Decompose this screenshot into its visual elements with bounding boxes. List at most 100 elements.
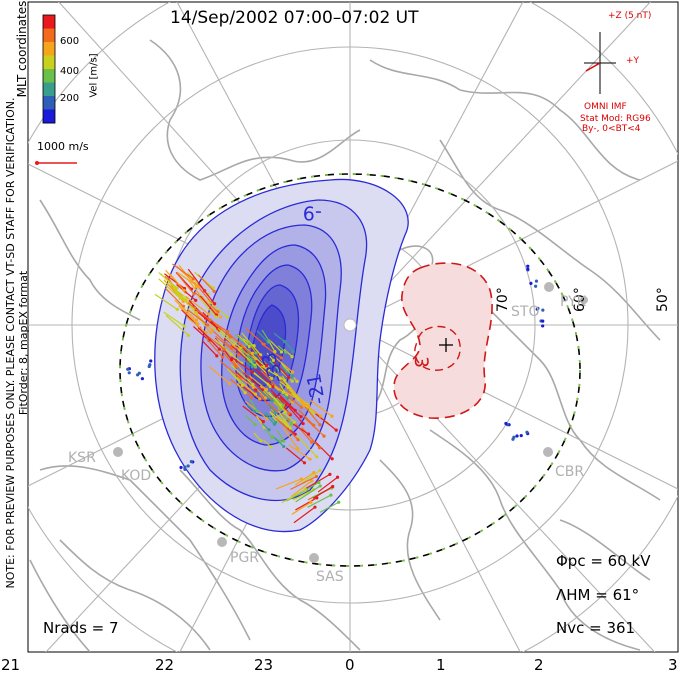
vector-origin [252,359,256,363]
vector-origin [267,339,271,343]
velocity-vector [213,322,231,338]
vector-origin [234,365,238,369]
vector-origin [296,438,300,442]
station-label-sas: SAS [316,569,344,585]
imf-condition: By-, 0<BT<4 [582,124,641,134]
vector-origin [271,385,275,389]
velocity-vector [230,356,253,373]
imf-model: Stat Mod: RG96 [580,114,651,124]
velocity-vector [208,366,231,385]
velocity-vector [209,323,234,346]
velocity-vector [185,295,210,315]
vector-origin [526,264,530,268]
velocity-vector [304,417,325,437]
velocity-vector [291,480,313,497]
vector-origin [178,296,182,300]
vector-origin [253,365,258,369]
velocity-vector [310,399,333,417]
vector-origin [247,344,251,349]
vector-origin [330,414,334,418]
vector-origin [541,319,545,323]
velocity-vector [281,366,293,377]
vector-origin [303,487,307,492]
vector-origin [278,376,282,380]
vector-origin [301,422,305,426]
velocity-vector [199,328,220,350]
vector-origin [284,350,288,354]
velocity-vector [315,413,337,431]
vector-origin [182,288,186,292]
vector-origin [175,286,179,290]
velocity-vector [303,473,331,490]
velocity-vector [307,494,332,508]
vector-origin [252,409,257,413]
vector-origin [299,405,303,409]
vector-origin [329,493,333,497]
vector-origin [279,350,284,354]
vector-origin [282,439,286,443]
vector-origin [209,331,213,335]
vector-origin [318,484,322,488]
velocity-vector [254,367,274,388]
vector-origin [127,371,131,375]
vector-origin [512,435,516,439]
velocity-vector [263,439,272,448]
vector-origin [287,375,291,380]
vector-origin [210,328,214,332]
vector-origin [286,385,290,390]
vector-origin [238,376,242,380]
velocity-vector [226,331,250,353]
vector-origin [287,411,291,415]
vector-origin [252,344,256,348]
vector-origin [149,359,153,363]
vector-origin [314,474,319,479]
vector-origin [192,292,196,296]
velocity-vector [246,404,255,412]
vector-origin [126,367,130,371]
preview-note-line1: NOTE: FOR PREVIEW PURPOSES ONLY. PLEASE … [4,97,17,589]
velocity-vector [301,470,321,484]
velocity-vector [187,302,211,321]
velocity-vector [176,284,197,301]
velocity-vector [245,349,255,362]
velocity-vector [187,309,209,326]
vector-origin [267,428,271,432]
vector-origin [259,353,263,357]
velocity-vector [267,358,280,371]
velocity-vector [247,350,267,373]
vector-origin [313,505,317,509]
vector-origin [220,355,225,359]
colorbar-label: Vel [m/s] [88,53,100,98]
velocity-vector [282,411,295,423]
vector-origin [283,340,287,344]
velocity-vector [290,475,317,490]
vector-origin [254,388,258,392]
velocity-vector [270,389,287,406]
vector-origin [519,433,523,438]
velocity-vector [281,489,306,504]
velocity-vector [217,327,242,349]
velocity-vector [246,358,256,368]
vector-origin [334,428,338,432]
vector-origin [286,396,290,400]
velocity-vector [279,383,288,396]
vector-origin [229,358,234,362]
velocity-vector [285,447,305,464]
imf-z-label: +Z (5 nT) [608,11,652,21]
station-label-pyk: PYK [560,294,587,310]
velocity-vector [282,414,293,425]
vector-origin [240,383,245,387]
velocity-vector [272,398,282,410]
velocity-vector [265,412,277,423]
vector-origin [191,277,195,281]
velocity-vector [236,382,246,394]
velocity-vector [242,358,253,368]
vector-origin [296,397,300,401]
lat-label-50: 50° [655,287,671,312]
velocity-vector [282,427,299,450]
velocity-vector [275,417,299,441]
velocity-vector [270,340,282,353]
velocity-vector [163,311,185,327]
velocity-vector [273,385,284,393]
vector-origin [307,404,311,408]
